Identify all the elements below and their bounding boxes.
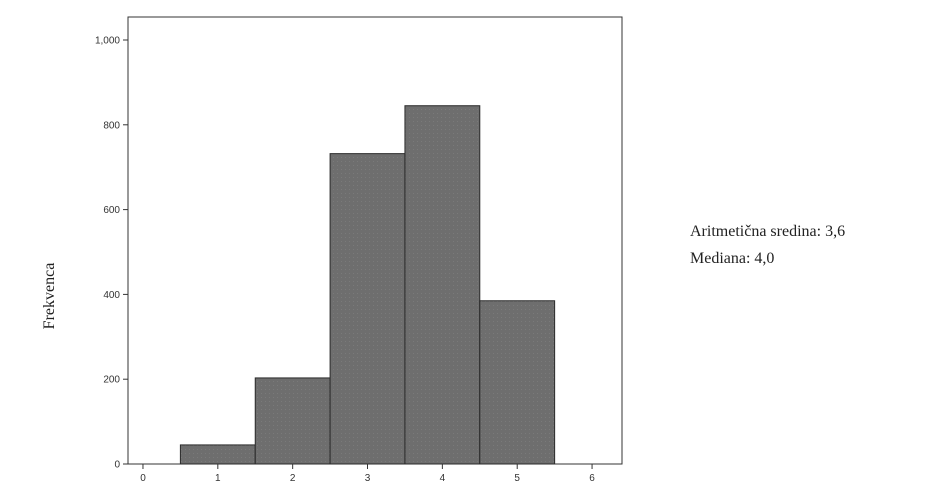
- bars-group: [179, 105, 556, 465]
- bar-4: [404, 105, 481, 465]
- stats-panel: Aritmetična sredina: 3,6 Mediana: 4,0: [690, 218, 845, 272]
- bar-3: [329, 153, 406, 465]
- x-tick-label: 6: [589, 473, 595, 484]
- bar-1: [179, 444, 256, 465]
- mean-text: Aritmetična sredina: 3,6: [690, 223, 846, 240]
- x-tick-label: 1: [215, 473, 221, 484]
- x-tick-label: 2: [290, 473, 296, 484]
- y-tick-label: 1,000: [95, 36, 120, 47]
- median-text: Mediana: 4,0: [690, 250, 775, 267]
- bar-5: [479, 300, 556, 465]
- bar-2: [254, 377, 331, 465]
- y-axis: 0 200 400 600 800 1,000: [95, 36, 128, 471]
- x-tick-label: 3: [365, 473, 371, 484]
- x-tick-label: 4: [440, 473, 446, 484]
- y-axis-label: Frekvenca: [41, 263, 58, 330]
- x-tick-label: 0: [140, 473, 146, 484]
- y-tick-label: 200: [103, 375, 120, 386]
- y-tick-label: 600: [103, 205, 120, 216]
- x-axis: 0 1 2 3 4 5 6: [140, 464, 595, 484]
- x-tick-label: 5: [514, 473, 520, 484]
- y-tick-label: 0: [114, 460, 120, 471]
- y-tick-label: 800: [103, 120, 120, 131]
- y-tick-label: 400: [103, 290, 120, 301]
